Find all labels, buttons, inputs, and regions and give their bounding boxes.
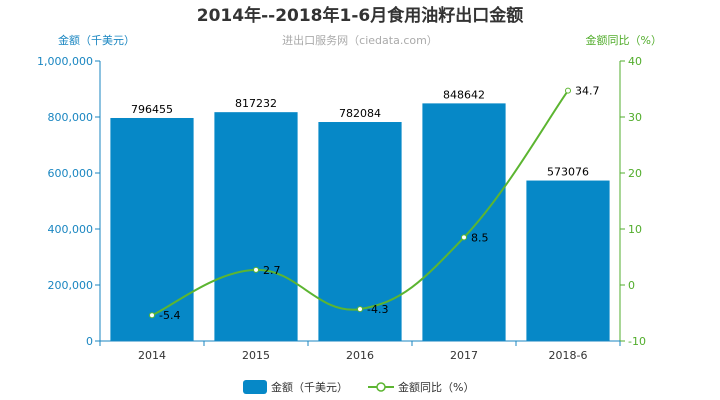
line-data-label: 34.7 (575, 85, 600, 98)
bar-data-label: 796455 (131, 103, 173, 116)
y-tick-label-right: 0 (628, 279, 635, 292)
y-axis-right-title: 金额同比（%） (586, 33, 662, 47)
y-tick-label-right: 20 (628, 167, 642, 180)
line-point (565, 87, 571, 94)
line-data-label: -5.4 (159, 309, 180, 322)
bar-data-label: 848642 (443, 88, 485, 101)
series-line (151, 90, 569, 317)
legend-label-bar: 金额（千美元） (271, 380, 348, 394)
y-tick-label-right: 40 (628, 55, 642, 68)
y-tick-label-left: 600,000 (48, 167, 94, 180)
line-data-label: 2.7 (263, 264, 281, 277)
line-point (461, 234, 467, 241)
bar (110, 117, 194, 341)
chart-subtitle: 进出口服务网（ciedata.com） (282, 33, 438, 47)
y-tick-label-left: 1,000,000 (37, 55, 93, 68)
legend: 金额（千美元） 金额同比（%） (243, 380, 474, 394)
chart-title: 2014年--2018年1-6月食用油籽出口金额 (197, 5, 523, 26)
line-data-label: 8.5 (471, 231, 489, 244)
x-tick-label: 2015 (242, 349, 270, 362)
line-point (357, 306, 363, 313)
y-tick-label-left: 400,000 (48, 223, 94, 236)
legend-swatch-bar (243, 380, 267, 394)
line-point (253, 266, 259, 273)
x-tick-label: 2017 (450, 349, 478, 362)
x-tick-label: 2018-6 (549, 349, 588, 362)
y-axis-left-title: 金额（千美元） (58, 33, 135, 47)
x-tick-label: 2016 (346, 349, 374, 362)
bar-data-label: 782084 (339, 107, 381, 120)
y-tick-label-right: 30 (628, 111, 642, 124)
line-point (149, 312, 155, 319)
y-tick-label-left: 0 (86, 335, 93, 348)
bar-data-label: 817232 (235, 97, 277, 110)
legend-label-line: 金额同比（%） (398, 380, 474, 394)
y-tick-label-right: 10 (628, 223, 642, 236)
bar (422, 103, 506, 341)
line-data-label: -4.3 (367, 303, 388, 316)
y-tick-label-left: 800,000 (48, 111, 94, 124)
plot-area: 796455 817232 782084 848642 573076 0 200,000 40… (37, 55, 646, 362)
bar (318, 122, 402, 341)
bar (214, 112, 298, 341)
bar (526, 180, 610, 341)
x-tick-label: 2014 (138, 349, 166, 362)
legend-swatch-marker (376, 382, 386, 392)
y-tick-label-right: -10 (628, 335, 646, 348)
y-tick-label-left: 200,000 (48, 279, 94, 292)
bar-data-label: 573076 (547, 166, 589, 179)
